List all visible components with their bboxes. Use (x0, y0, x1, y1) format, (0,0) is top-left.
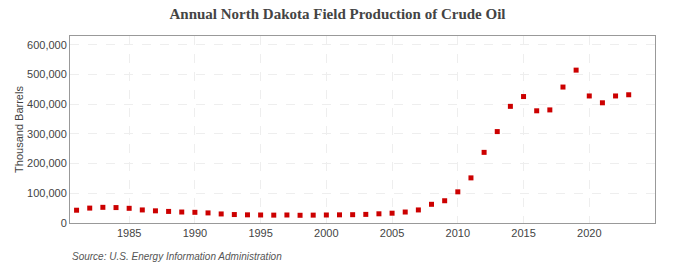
svg-text:2000: 2000 (314, 227, 338, 239)
svg-text:2005: 2005 (380, 227, 404, 239)
svg-text:600,000: 600,000 (27, 39, 67, 51)
svg-text:2010: 2010 (446, 227, 470, 239)
svg-text:400,000: 400,000 (27, 98, 67, 110)
svg-text:200,000: 200,000 (27, 157, 67, 169)
svg-text:0: 0 (61, 217, 67, 229)
svg-text:300,000: 300,000 (27, 128, 67, 140)
svg-text:1990: 1990 (183, 227, 207, 239)
svg-text:1985: 1985 (117, 227, 141, 239)
svg-text:500,000: 500,000 (27, 68, 67, 80)
svg-text:Thousand Barrels: Thousand Barrels (13, 86, 25, 173)
svg-text:1995: 1995 (248, 227, 272, 239)
svg-text:Annual North Dakota Field Prod: Annual North Dakota Field Production of … (170, 6, 506, 22)
svg-text:2020: 2020 (577, 227, 601, 239)
svg-text:Source: U.S. Energy Informatio: Source: U.S. Energy Information Administ… (72, 251, 282, 262)
svg-text:100,000: 100,000 (27, 187, 67, 199)
svg-text:2015: 2015 (511, 227, 535, 239)
